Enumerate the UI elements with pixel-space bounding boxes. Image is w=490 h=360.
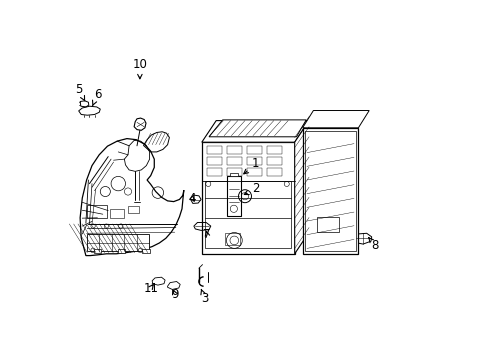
Polygon shape [294,121,309,254]
Bar [230,173,238,176]
Bar [267,157,282,165]
Bar [207,147,222,154]
Text: 1: 1 [244,157,260,174]
Bar [207,157,222,165]
Bar [143,249,149,253]
Bar [94,249,101,253]
Text: 3: 3 [201,289,208,305]
Polygon shape [303,111,369,128]
Text: 4: 4 [188,192,196,204]
Bar [128,206,139,213]
Text: 11: 11 [143,282,158,294]
Text: 6: 6 [93,88,101,106]
Bar [87,205,107,218]
Bar [202,142,294,254]
Bar [247,157,262,165]
Bar [227,157,242,165]
Text: 5: 5 [75,83,85,101]
Text: 8: 8 [368,238,379,252]
Bar [317,217,339,232]
Bar [227,168,242,176]
Bar [247,168,262,176]
Bar [267,147,282,154]
Bar [227,176,241,216]
Text: 7: 7 [203,228,211,241]
Polygon shape [202,121,309,142]
Bar [305,131,356,251]
Polygon shape [209,120,306,137]
Bar [110,209,124,218]
Bar [118,249,125,253]
Bar [227,147,242,154]
Text: 2: 2 [245,183,260,195]
Text: 10: 10 [132,58,147,79]
Bar [205,181,291,248]
Text: 9: 9 [171,288,178,301]
Bar [303,128,358,254]
Bar [267,168,282,176]
Bar [87,234,148,251]
Bar [247,147,262,154]
Bar [225,233,240,245]
Bar [207,168,222,176]
